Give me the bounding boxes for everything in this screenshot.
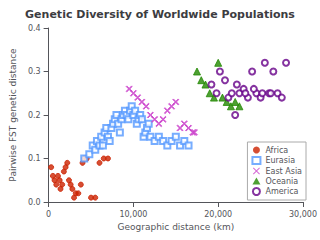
svg-text:20,000: 20,000 [204,210,232,219]
svg-text:Eurasia: Eurasia [265,156,295,165]
svg-text:Oceania: Oceania [265,177,298,186]
svg-text:0.3: 0.3 [28,67,41,76]
svg-text:America: America [265,187,298,196]
svg-text:0.0: 0.0 [28,198,41,207]
svg-text:Genetic Diversity of Worldwide: Genetic Diversity of Worldwide Populatio… [25,8,295,21]
svg-text:30,000: 30,000 [289,210,317,219]
svg-text:10,000: 10,000 [119,210,147,219]
svg-text:0.1: 0.1 [28,154,41,163]
svg-text:East Asia: East Asia [265,167,302,176]
svg-text:0.4: 0.4 [28,24,41,33]
svg-text:Geographic distance (km): Geographic distance (km) [117,222,234,232]
svg-text:0: 0 [46,210,51,219]
svg-text:Pairwise FST genetic distance: Pairwise FST genetic distance [8,48,18,182]
svg-text:0.2: 0.2 [28,111,41,120]
svg-text:Africa: Africa [265,146,288,155]
